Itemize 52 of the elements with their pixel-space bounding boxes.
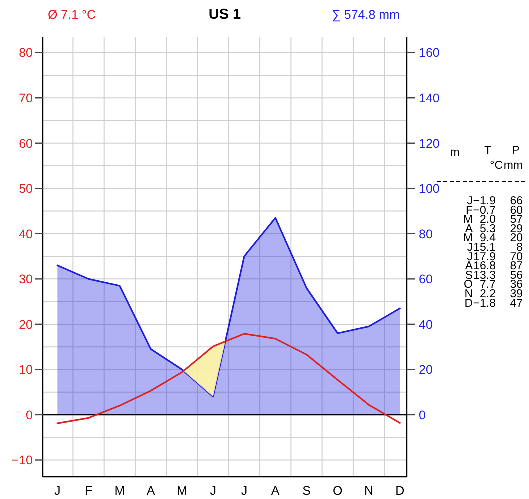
y-tick-label: 70 bbox=[19, 91, 34, 106]
y-tick-label: 30 bbox=[19, 272, 34, 287]
text: 39 bbox=[510, 288, 523, 300]
x-tick-label: J bbox=[241, 484, 248, 498]
text: −1.9 bbox=[473, 196, 496, 208]
category-label: J bbox=[467, 242, 473, 254]
x-tick-label: J bbox=[210, 484, 216, 498]
y-tick-label: 60 bbox=[19, 136, 34, 151]
x-tick-label: O bbox=[333, 484, 344, 498]
text: P bbox=[512, 145, 520, 157]
category-label: N bbox=[464, 288, 473, 300]
x-tick-label: M bbox=[114, 484, 126, 498]
text: mm bbox=[504, 160, 523, 172]
y-tick-label: 10 bbox=[19, 363, 34, 378]
text: 2.2 bbox=[480, 288, 496, 300]
text: Ø 7.1 °C bbox=[48, 8, 96, 22]
chart-title: US 1 bbox=[208, 7, 242, 23]
y2-tick-label: 0 bbox=[419, 408, 426, 422]
y2-tick-label: 160 bbox=[419, 46, 440, 60]
line-series bbox=[56, 333, 401, 424]
category-label: J bbox=[467, 196, 473, 208]
x-tick-label: A bbox=[271, 484, 280, 498]
y2-tick-label: 120 bbox=[419, 136, 440, 151]
y-tick-label: 80 bbox=[19, 46, 34, 60]
x-tick-label: D bbox=[396, 484, 405, 498]
x-tick-label: J bbox=[54, 484, 61, 498]
text: 47 bbox=[510, 298, 523, 310]
y-tick-label: 0 bbox=[26, 408, 34, 422]
text: 15.1 bbox=[474, 242, 496, 254]
y-tick-label: 40 bbox=[19, 227, 34, 242]
text: °C bbox=[490, 160, 503, 172]
x-tick-label: S bbox=[302, 484, 311, 498]
x-tick-label: A bbox=[146, 484, 156, 498]
text: ∑ 574.8 mm bbox=[332, 8, 400, 22]
y2-tick-label: 100 bbox=[419, 182, 440, 196]
y-tick-label: −10 bbox=[12, 454, 34, 468]
x-tick-label: F bbox=[84, 484, 93, 498]
y2-tick-label: 80 bbox=[419, 227, 433, 242]
y-tick-label: 50 bbox=[19, 182, 34, 196]
text: m bbox=[450, 147, 460, 159]
y-tick-label: 20 bbox=[19, 318, 34, 332]
x-tick-label: M bbox=[176, 484, 188, 498]
text: 8 bbox=[516, 242, 523, 254]
text: T bbox=[484, 145, 492, 157]
category-label: D bbox=[464, 298, 473, 310]
text: −1.8 bbox=[473, 298, 496, 310]
y2-tick-label: 40 bbox=[419, 318, 433, 332]
y2-tick-label: 60 bbox=[419, 272, 433, 287]
text: 66 bbox=[510, 196, 523, 208]
y2-tick-label: 20 bbox=[419, 363, 433, 378]
x-tick-label: N bbox=[364, 484, 374, 498]
y2-tick-label: 140 bbox=[419, 91, 440, 106]
